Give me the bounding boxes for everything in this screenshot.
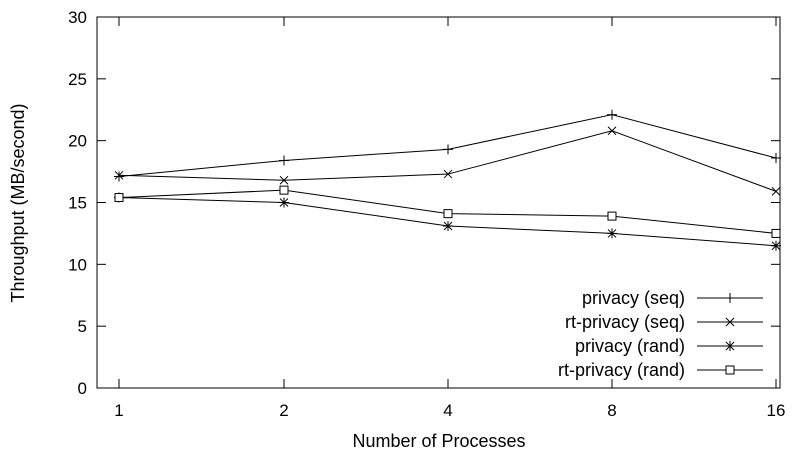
y-tick-label: 5 <box>78 317 87 336</box>
legend-marker <box>725 317 735 327</box>
data-point <box>279 175 289 185</box>
x-axis: 1 2 4 8 16 <box>114 17 785 420</box>
legend-label: rt-privacy (seq) <box>565 312 685 332</box>
y-axis-title: Throughput (MB/second) <box>8 103 28 302</box>
legend-label: rt-privacy (rand) <box>558 360 685 380</box>
data-point <box>607 228 617 239</box>
x-tick-label: 8 <box>607 401 616 420</box>
data-point <box>771 152 781 163</box>
data-point <box>771 240 781 251</box>
x-tick-label: 2 <box>279 401 288 420</box>
data-point <box>607 126 617 136</box>
y-tick-label: 30 <box>68 8 87 27</box>
data-point <box>443 220 453 231</box>
legend-marker <box>725 293 735 303</box>
data-point <box>114 193 124 203</box>
y-tick-label: 10 <box>68 255 87 274</box>
y-tick-label: 0 <box>78 379 87 398</box>
y-tick-label: 25 <box>68 70 87 89</box>
data-point <box>114 170 124 180</box>
data-point <box>279 185 289 195</box>
y-axis: 0 5 10 15 20 25 30 <box>68 8 780 398</box>
data-point <box>279 155 289 166</box>
legend: privacy (seq) rt-privacy (seq) privacy (ra… <box>558 288 763 380</box>
y-tick-label: 20 <box>68 132 87 151</box>
data-point <box>279 197 289 208</box>
x-axis-title: Number of Processes <box>352 431 525 451</box>
y-tick-label: 15 <box>68 194 87 213</box>
legend-marker <box>725 341 735 351</box>
data-point <box>607 211 617 221</box>
series-line-2 <box>118 130 777 192</box>
data-point <box>114 171 124 182</box>
x-tick-label: 1 <box>114 401 123 420</box>
data-point <box>607 109 617 120</box>
x-tick-label: 16 <box>767 401 786 420</box>
data-point <box>443 169 453 179</box>
data-point <box>443 209 453 219</box>
data-point <box>443 144 453 155</box>
legend-label: privacy (rand) <box>575 336 685 356</box>
data-point <box>771 228 781 238</box>
x-tick-label: 4 <box>443 401 452 420</box>
legend-marker <box>725 365 735 375</box>
legend-label: privacy (seq) <box>582 288 685 308</box>
plot-frame <box>96 16 781 389</box>
series-layer <box>114 109 781 251</box>
data-point <box>771 187 781 196</box>
